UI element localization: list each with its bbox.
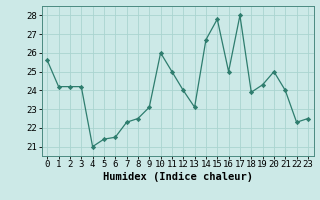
X-axis label: Humidex (Indice chaleur): Humidex (Indice chaleur)	[103, 172, 252, 182]
